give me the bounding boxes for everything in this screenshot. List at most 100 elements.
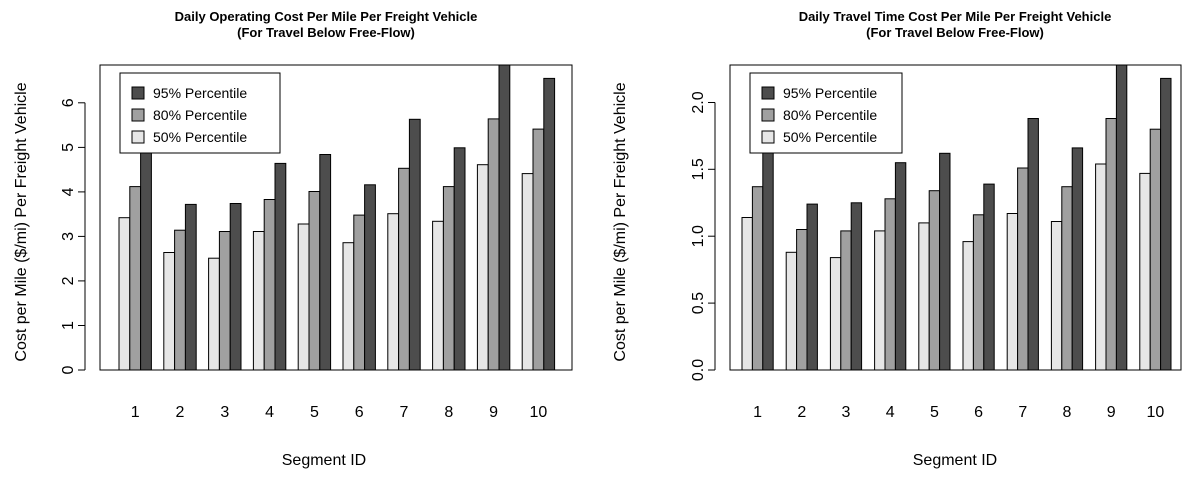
y-tick-label: 0 — [60, 365, 77, 374]
x-tick-label: 3 — [220, 404, 229, 421]
legend-swatch — [131, 86, 145, 100]
bar-segment-6-80-percentile — [353, 214, 366, 370]
bar-segment-3-50-percentile — [829, 257, 842, 370]
y-tick-label: 0.0 — [690, 359, 707, 381]
bar-segment-9-50-percentile — [476, 164, 489, 370]
plot-area: 1 2 3 4 5 6 7 8 9 10 0 1 2 3 4 5 6 95% Percentile 80% Perc… — [60, 64, 573, 421]
bar-segment-4-95-percentile — [274, 162, 287, 370]
x-tick-label: 7 — [1018, 404, 1027, 421]
bar-segment-7-50-percentile — [387, 213, 400, 370]
chart-title: Daily Travel Time Cost Per Mile Per Frei… — [799, 9, 1112, 24]
bar-segment-4-80-percentile — [263, 199, 276, 370]
legend-label: 95% Percentile — [783, 85, 877, 101]
bar-segment-1-95-percentile — [140, 150, 152, 370]
bar-segment-1-95-percentile — [762, 150, 774, 370]
bar-segment-3-95-percentile — [850, 202, 863, 370]
x-tick-label: 10 — [1147, 404, 1165, 421]
y-tick-label: 3 — [60, 232, 77, 241]
x-tick-label: 5 — [930, 404, 939, 421]
bar-segment-6-50-percentile — [962, 241, 974, 370]
bar-segment-4-50-percentile — [252, 231, 265, 370]
legend — [119, 72, 281, 154]
bar-segment-8-50-percentile — [1050, 221, 1063, 370]
operating-cost-chart: Daily Operating Cost Per Mile Per Freigh… — [0, 0, 598, 475]
chart-subtitle: (For Travel Below Free-Flow) — [866, 25, 1044, 40]
legend-label: 50% Percentile — [783, 129, 877, 145]
y-tick-label: 2 — [60, 276, 77, 285]
bar-segment-6-95-percentile — [364, 184, 376, 370]
x-tick-label: 10 — [530, 404, 548, 421]
x-tick-label: 3 — [842, 404, 851, 421]
bar-segment-8-80-percentile — [1061, 186, 1073, 370]
bar-segment-9-50-percentile — [1095, 163, 1107, 370]
legend — [749, 72, 903, 154]
bar-segment-6-80-percentile — [972, 214, 985, 370]
bar-segment-10-95-percentile — [543, 77, 556, 370]
bar-segment-3-50-percentile — [208, 257, 220, 370]
bar-segment-6-95-percentile — [983, 183, 995, 370]
x-tick-label: 2 — [797, 404, 806, 421]
bar-segment-5-50-percentile — [918, 222, 930, 370]
bar-segment-1-50-percentile — [118, 217, 131, 370]
bar-segment-2-50-percentile — [785, 251, 798, 370]
bar-segment-3-80-percentile — [840, 230, 852, 370]
bar-segment-6-50-percentile — [342, 242, 355, 370]
legend-swatch — [761, 86, 775, 100]
y-tick-label: 5 — [60, 143, 77, 152]
y-tick-label: 1 — [60, 321, 77, 330]
bar-segment-2-95-percentile — [184, 203, 197, 370]
bar-segment-9-80-percentile — [1105, 118, 1117, 370]
bar-segment-7-50-percentile — [1006, 213, 1019, 370]
y-tick-label: 1.0 — [690, 225, 707, 247]
legend-swatch — [131, 130, 145, 144]
x-tick-label: 9 — [489, 404, 498, 421]
bar-segment-5-80-percentile — [308, 191, 321, 370]
y-tick-label: 6 — [60, 98, 77, 107]
legend-swatch — [761, 130, 775, 144]
bar-segment-7-95-percentile — [408, 118, 421, 370]
y-tick-label: 2.0 — [690, 91, 707, 113]
legend-swatch — [761, 108, 775, 122]
bar-segment-7-95-percentile — [1027, 118, 1039, 370]
x-tick-label: 2 — [176, 404, 185, 421]
bar-segment-7-80-percentile — [1017, 167, 1029, 370]
legend-label: 80% Percentile — [783, 107, 877, 123]
x-tick-label: 9 — [1107, 404, 1116, 421]
bars — [118, 65, 556, 370]
bar-segment-5-50-percentile — [297, 223, 310, 370]
bar-segment-9-95-percentile — [498, 65, 511, 370]
bar-segment-2-80-percentile — [174, 229, 186, 370]
bar-segment-1-50-percentile — [741, 217, 753, 370]
bar-segment-10-50-percentile — [521, 173, 534, 370]
bar-segment-1-80-percentile — [129, 186, 142, 370]
plot-frame — [729, 64, 1182, 371]
x-tick-label: 6 — [974, 404, 983, 421]
legend-label: 95% Percentile — [153, 85, 247, 101]
bar-segment-10-95-percentile — [1160, 77, 1172, 370]
bar-segment-10-50-percentile — [1139, 172, 1151, 370]
x-tick-label: 1 — [131, 404, 140, 421]
y-tick-label: 0.5 — [690, 292, 707, 314]
x-axis-label: Segment ID — [913, 452, 997, 469]
bar-segment-7-80-percentile — [398, 167, 410, 370]
x-axis-label: Segment ID — [282, 452, 366, 469]
x-tick-label: 6 — [355, 404, 364, 421]
y-axis-label: Cost per Mile ($/mi) Per Freight Vehicle — [13, 82, 30, 361]
legend-label: 80% Percentile — [153, 107, 247, 123]
travel-time-cost-chart-svg: Daily Travel Time Cost Per Mile Per Frei… — [612, 9, 1182, 469]
chart-title: Daily Operating Cost Per Mile Per Freigh… — [175, 9, 478, 24]
bars — [741, 65, 1172, 370]
chart-subtitle: (For Travel Below Free-Flow) — [237, 25, 415, 40]
bar-segment-3-95-percentile — [229, 203, 242, 370]
bar-segment-2-95-percentile — [806, 203, 818, 370]
x-tick-label: 4 — [886, 404, 895, 421]
bar-segment-4-80-percentile — [884, 198, 896, 370]
bar-segment-8-95-percentile — [453, 147, 466, 370]
y-tick-label: 1.5 — [690, 158, 707, 180]
bar-segment-3-80-percentile — [218, 231, 231, 370]
x-tick-label: 7 — [400, 404, 409, 421]
bar-segment-8-80-percentile — [442, 186, 455, 370]
x-tick-label: 5 — [310, 404, 319, 421]
bar-segment-2-80-percentile — [796, 229, 808, 370]
bar-segment-4-50-percentile — [874, 230, 886, 370]
